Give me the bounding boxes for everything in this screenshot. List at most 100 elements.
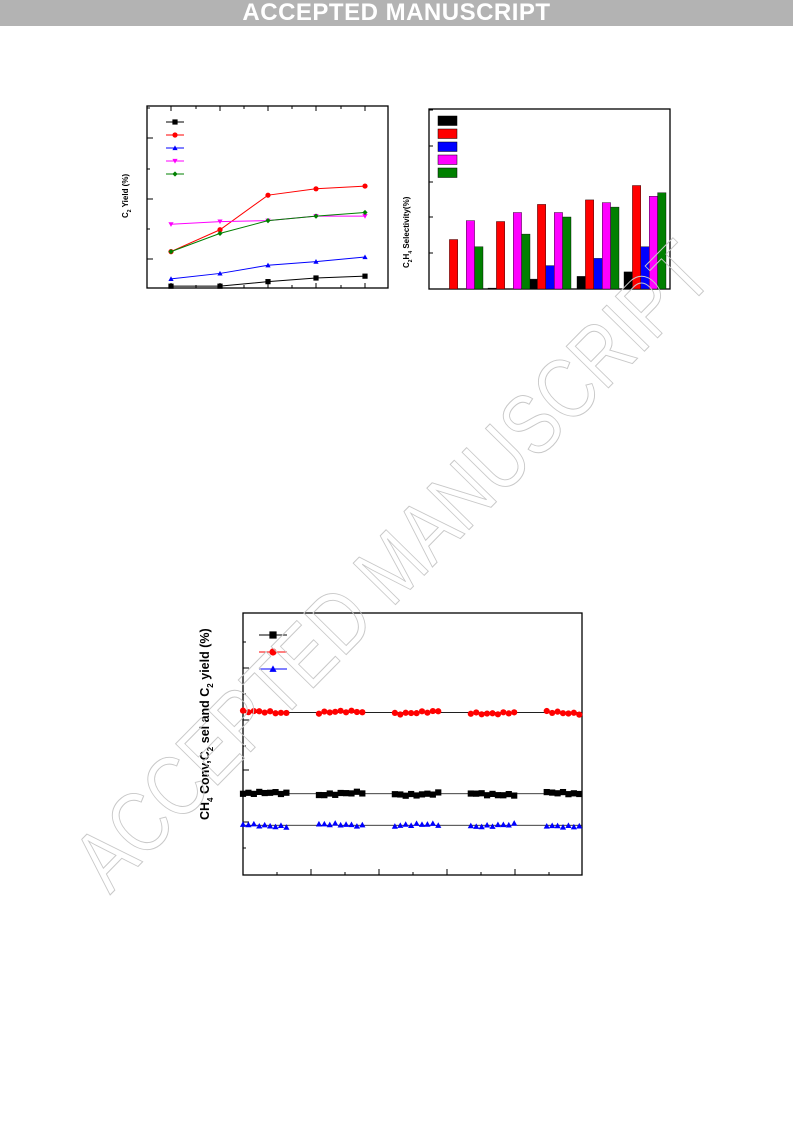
- chart3-series-3-point: [413, 820, 420, 826]
- chart3-series-2-point: [429, 707, 436, 715]
- chart1-series-3-point: [362, 254, 368, 260]
- chart3-series-1-point: [272, 789, 279, 796]
- chart3-series-3-point: [467, 822, 474, 829]
- chart3-series-3-point: [576, 822, 583, 829]
- chart1-series-2-point: [217, 227, 223, 233]
- chart3-series-1-point: [570, 790, 577, 797]
- chart3-series-3-point: [397, 822, 404, 828]
- chart2-bar-s2-g1: [449, 239, 458, 290]
- chart3-series-1-point: [413, 792, 420, 799]
- chart3-series-1-point: [511, 792, 518, 799]
- chart3-series-1-point: [467, 790, 474, 797]
- chart3-series-2-point: [435, 708, 442, 715]
- chart3-series-2-point: [543, 707, 550, 715]
- chart3-series-1-point: [250, 790, 257, 797]
- chart1-series-2-point: [313, 186, 319, 192]
- chart3-series-3-point: [315, 820, 323, 827]
- chart2-bar-s2-g5: [632, 185, 642, 290]
- chart3-series-2-point: [342, 709, 350, 716]
- chart3-series-3-point: [435, 822, 442, 828]
- chart2-bar-s2-g3: [537, 204, 547, 290]
- chart1-legend-2-marker: [172, 132, 178, 138]
- chart3-series-1-point: [494, 792, 502, 799]
- chart3-series-3-point: [489, 823, 496, 829]
- chart3-series-1-point: [429, 791, 436, 798]
- chart3-series-3-point: [505, 821, 512, 828]
- chart1-legend-5-marker: [172, 171, 178, 177]
- chart3-series-3-point: [565, 822, 572, 828]
- chart3-series-3-point: [261, 821, 268, 828]
- chart3-ylabel: CH4 Conv,C2 sel and C2 yield (%): [198, 628, 215, 820]
- chart3-series-2-point: [359, 709, 366, 716]
- chart3-series-2-point: [408, 709, 415, 717]
- chart3-series-3-point: [424, 821, 431, 827]
- chart3-series-1-point: [435, 789, 442, 796]
- chart3-series-1-point: [342, 790, 350, 797]
- chart3-series-3-point: [250, 820, 257, 827]
- chart1-series-5-point: [313, 213, 319, 219]
- chart1-series-5-point: [217, 230, 223, 236]
- chart2-bar-s5-g3: [562, 216, 572, 290]
- chart3-series-1-point: [245, 789, 252, 796]
- chart3-series-2-point: [277, 709, 285, 716]
- chart3-series-1-point: [505, 791, 512, 798]
- chart3-series-2-point: [413, 710, 420, 717]
- manuscript-banner: ACCEPTED MANUSCRIPT: [0, 0, 793, 26]
- chart3-series-2-point: [559, 710, 567, 717]
- chart3-legend-1-marker: [269, 631, 277, 639]
- chart3-series-3-point: [549, 822, 556, 829]
- chart1-legend-1-marker: [172, 119, 178, 125]
- chart3-series-1-point: [321, 792, 328, 799]
- chart3-series-3-point: [570, 823, 577, 830]
- chart3-series-1-point: [348, 790, 355, 797]
- chart3-series-3-point: [511, 820, 518, 826]
- chart3-series-3-point: [429, 820, 436, 826]
- chart3-series-2-point: [467, 710, 474, 717]
- chart3-series-1-point: [402, 792, 409, 799]
- chart3-series-1-point: [337, 789, 344, 797]
- chart3-series-2-point: [337, 707, 344, 714]
- chart3-series-2-point: [418, 708, 426, 715]
- chart3-series-1-point: [543, 788, 550, 796]
- chart3-series-2-point: [348, 707, 355, 714]
- chart3-series-3-point: [418, 821, 426, 827]
- chart1-series-4-point: [168, 222, 174, 227]
- chart3-series-3-point: [559, 824, 567, 830]
- chart3-series-3-point: [283, 824, 290, 830]
- chart2-bar-s5-g2: [521, 233, 531, 290]
- chart3-series-2-point: [565, 710, 572, 717]
- chart3-series-3-point: [321, 820, 328, 827]
- chart3-series-1-point: [315, 791, 323, 799]
- chart3-series-2-point: [397, 711, 404, 718]
- chart3-series-2-point: [402, 709, 409, 716]
- chart3-series-1-point: [418, 791, 426, 798]
- chart3-series-1-point: [277, 790, 285, 798]
- chart1-legend-3-marker: [172, 145, 178, 151]
- chart3-legend-2-marker: [269, 648, 277, 656]
- chart1-series-2-point: [362, 183, 368, 189]
- chart3-series-2-point: [478, 711, 485, 718]
- chart3-series-1-point: [576, 790, 583, 798]
- chart1-series-1-point: [313, 275, 319, 281]
- chart3-series-2-point: [315, 710, 323, 717]
- chart3-series-2-point: [245, 709, 252, 716]
- chart1-legend-4-marker: [172, 158, 178, 164]
- chart3-series-2-point: [256, 708, 263, 715]
- chart3-series-3-point: [473, 823, 480, 829]
- chart3-series-1-point: [500, 792, 507, 799]
- chart2-ylabel: C2H4 Selectivity(%): [402, 196, 414, 268]
- chart3-series-3-point: [554, 822, 561, 829]
- chart3-series-1-point: [353, 788, 361, 795]
- chart3-series-2-point: [549, 709, 556, 717]
- chart1-series-3-point: [168, 276, 174, 281]
- chart3-series-1-point: [408, 790, 415, 798]
- chart3-series-3-point: [478, 823, 485, 830]
- chart3-series-1-point: [283, 789, 290, 796]
- chart3-series-3-point: [348, 821, 355, 828]
- chart3-series-2-point: [321, 708, 328, 715]
- chart3-series-3-point: [326, 821, 333, 828]
- chart1-series-1-point: [362, 273, 368, 279]
